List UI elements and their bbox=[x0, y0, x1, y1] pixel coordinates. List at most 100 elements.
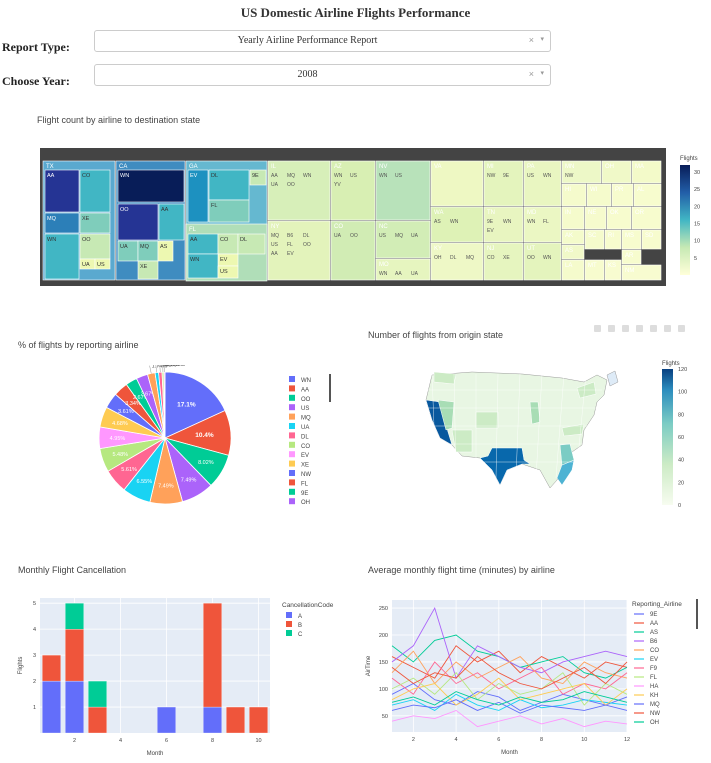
treemap-airline-label: DL bbox=[450, 255, 457, 261]
bar-c bbox=[88, 680, 107, 708]
legend-label: 9E bbox=[650, 612, 657, 618]
map-state-il bbox=[529, 401, 541, 425]
treemap-state-label: CA bbox=[119, 164, 127, 170]
y-tick-label: 50 bbox=[382, 714, 388, 720]
colorbar-tick-label: 15 bbox=[694, 221, 700, 227]
pie-legend-swatch bbox=[289, 488, 295, 495]
treemap-airline-label: EV bbox=[287, 251, 294, 257]
pie-legend-item: DL bbox=[289, 432, 309, 440]
pie-slice-label: 5.48% bbox=[112, 452, 128, 458]
treemap-state-label: IL bbox=[271, 164, 277, 170]
legend-label: CO bbox=[650, 648, 659, 654]
airtime-line-chart[interactable]: 50 100 150 200 250 2 4 6 8 10 12 Month AirTime bbox=[360, 598, 630, 758]
legend-scrollbar bbox=[696, 599, 698, 629]
treemap-airline-tile: CO bbox=[217, 233, 239, 255]
treemap-airline-rect bbox=[79, 169, 111, 213]
treemap-airline-label: WN bbox=[527, 219, 536, 225]
treemap-state-label: NC bbox=[379, 224, 388, 230]
report-type-dropdown[interactable]: Yearly Airline Performance Report × ▾ bbox=[94, 30, 551, 52]
treemap-airline-label: OO bbox=[120, 207, 129, 213]
cancellation-bar-chart[interactable]: 1 2 3 4 5 2 4 6 8 10 Month Flights bbox=[10, 590, 280, 755]
treemap-state-mi: MI NW 9E bbox=[483, 160, 524, 207]
chevron-down-icon[interactable]: ▾ bbox=[540, 70, 544, 77]
legend-label: F9 bbox=[650, 666, 658, 672]
colorbar-tick-label: 40 bbox=[678, 458, 684, 464]
map-modebar[interactable] bbox=[590, 322, 700, 336]
zoom-in-icon[interactable] bbox=[636, 325, 643, 332]
treemap-state-label: WI bbox=[590, 187, 598, 193]
line-series-co bbox=[391, 650, 628, 685]
treemap-state-tx: TX AA CO MQ XE WN OO UA US bbox=[42, 160, 116, 281]
legend-title: CancellationCode bbox=[282, 602, 334, 609]
treemap-state-label: TN bbox=[487, 210, 495, 216]
treemap-airline-label: CO bbox=[82, 173, 91, 179]
x-axis-title: Month bbox=[147, 751, 164, 755]
colorbar-tick-label: 25 bbox=[694, 187, 700, 193]
pie-legend-item: NW bbox=[289, 470, 311, 478]
toolbar-icon-shape bbox=[678, 325, 685, 332]
treemap-chart[interactable]: TX AA CO MQ XE WN OO UA US CA WN OO AA UA MQ AS XE GA EV DL… bbox=[40, 148, 666, 286]
chevron-down-icon[interactable]: ▾ bbox=[540, 36, 544, 43]
treemap-airline-label: NW bbox=[565, 173, 574, 179]
pie-slice-label: 4.95% bbox=[110, 436, 126, 442]
airtime-legend[interactable]: Reporting_Airline 9E AA AS B6 CO EV F9 FL HA KH MQ N… bbox=[630, 597, 702, 737]
y-tick-label: 2 bbox=[33, 679, 36, 685]
home-icon[interactable] bbox=[678, 325, 685, 332]
map-state-ga bbox=[559, 443, 575, 466]
y-tick-label: 100 bbox=[379, 687, 388, 693]
treemap-airline-label: MQ bbox=[47, 216, 57, 222]
clear-icon[interactable]: × bbox=[528, 69, 534, 79]
treemap-airline-label: WN bbox=[543, 173, 552, 179]
pie-legend[interactable]: WN AA OO US MQ UA DL CO EV XE NW FL 9E OH bbox=[285, 372, 345, 512]
treemap-state-tile bbox=[561, 183, 587, 207]
x-tick-label: 10 bbox=[255, 738, 261, 744]
legend-label: MQ bbox=[650, 702, 660, 708]
camera-icon[interactable] bbox=[594, 325, 601, 332]
treemap-airline-label: US bbox=[350, 173, 358, 179]
us-choropleth-map[interactable] bbox=[412, 360, 627, 500]
x-tick-label: 8 bbox=[211, 738, 214, 744]
pie-slice-label: 6.55% bbox=[137, 479, 153, 485]
pie-legend-swatch bbox=[289, 394, 295, 401]
treemap-airline-rect bbox=[44, 169, 80, 213]
year-dropdown[interactable]: 2008 × ▾ bbox=[94, 64, 551, 86]
legend-label: HA bbox=[650, 684, 658, 690]
treemap-airline-tile: AS bbox=[157, 240, 174, 262]
cancellation-legend[interactable]: CancellationCode ABC bbox=[280, 597, 370, 642]
legend-label: EV bbox=[650, 657, 658, 663]
legend-scrollbar bbox=[329, 374, 331, 402]
pie-legend-label: MQ bbox=[301, 416, 311, 422]
treemap-state-mo: MO WN AA UA bbox=[375, 258, 431, 281]
x-tick-label: 12 bbox=[624, 737, 630, 743]
zoom-out-icon[interactable] bbox=[650, 325, 657, 332]
treemap-state-tile bbox=[633, 183, 662, 207]
treemap-state-tile bbox=[375, 220, 431, 259]
reset-icon[interactable] bbox=[664, 325, 671, 332]
treemap-state-tile bbox=[375, 160, 431, 221]
treemap-airline-tile: OO bbox=[79, 233, 111, 260]
clear-icon[interactable]: × bbox=[528, 35, 534, 45]
treemap-airline-rect bbox=[117, 203, 159, 241]
treemap-airline-label: XE bbox=[82, 216, 90, 222]
treemap-airline-tile: AA bbox=[187, 233, 219, 255]
treemap-airline-tile: XE bbox=[79, 212, 111, 234]
treemap-state-label: NM bbox=[625, 268, 634, 274]
zoom-plus-icon[interactable] bbox=[608, 325, 615, 332]
bar-b bbox=[65, 629, 84, 682]
treemap-state-label: AS bbox=[565, 248, 573, 254]
treemap-state-label: LA bbox=[565, 263, 572, 269]
treemap-airline-label: MQ bbox=[140, 244, 150, 250]
pie-chart[interactable]: 17.1% 10.4% 8.02% 7.49% 7.49% 6.55%5.61% 5.48%… bbox=[95, 365, 335, 515]
treemap-state-tile bbox=[604, 229, 622, 250]
treemap-airline-label: WN bbox=[543, 255, 552, 261]
treemap-state-tile bbox=[561, 244, 585, 260]
pan-icon[interactable] bbox=[622, 325, 629, 332]
legend-swatch bbox=[286, 630, 292, 636]
pie-slice-s19: 0.267% bbox=[163, 365, 185, 439]
bar-a bbox=[65, 680, 84, 734]
treemap-airline-label: MQ bbox=[287, 173, 295, 179]
treemap-airline-rect bbox=[217, 265, 239, 279]
treemap-airline-rect bbox=[187, 169, 209, 223]
treemap-colorbar: Flights 5 10 15 20 25 30 bbox=[680, 156, 700, 275]
pie-title: % of flights by reporting airline bbox=[18, 340, 139, 350]
